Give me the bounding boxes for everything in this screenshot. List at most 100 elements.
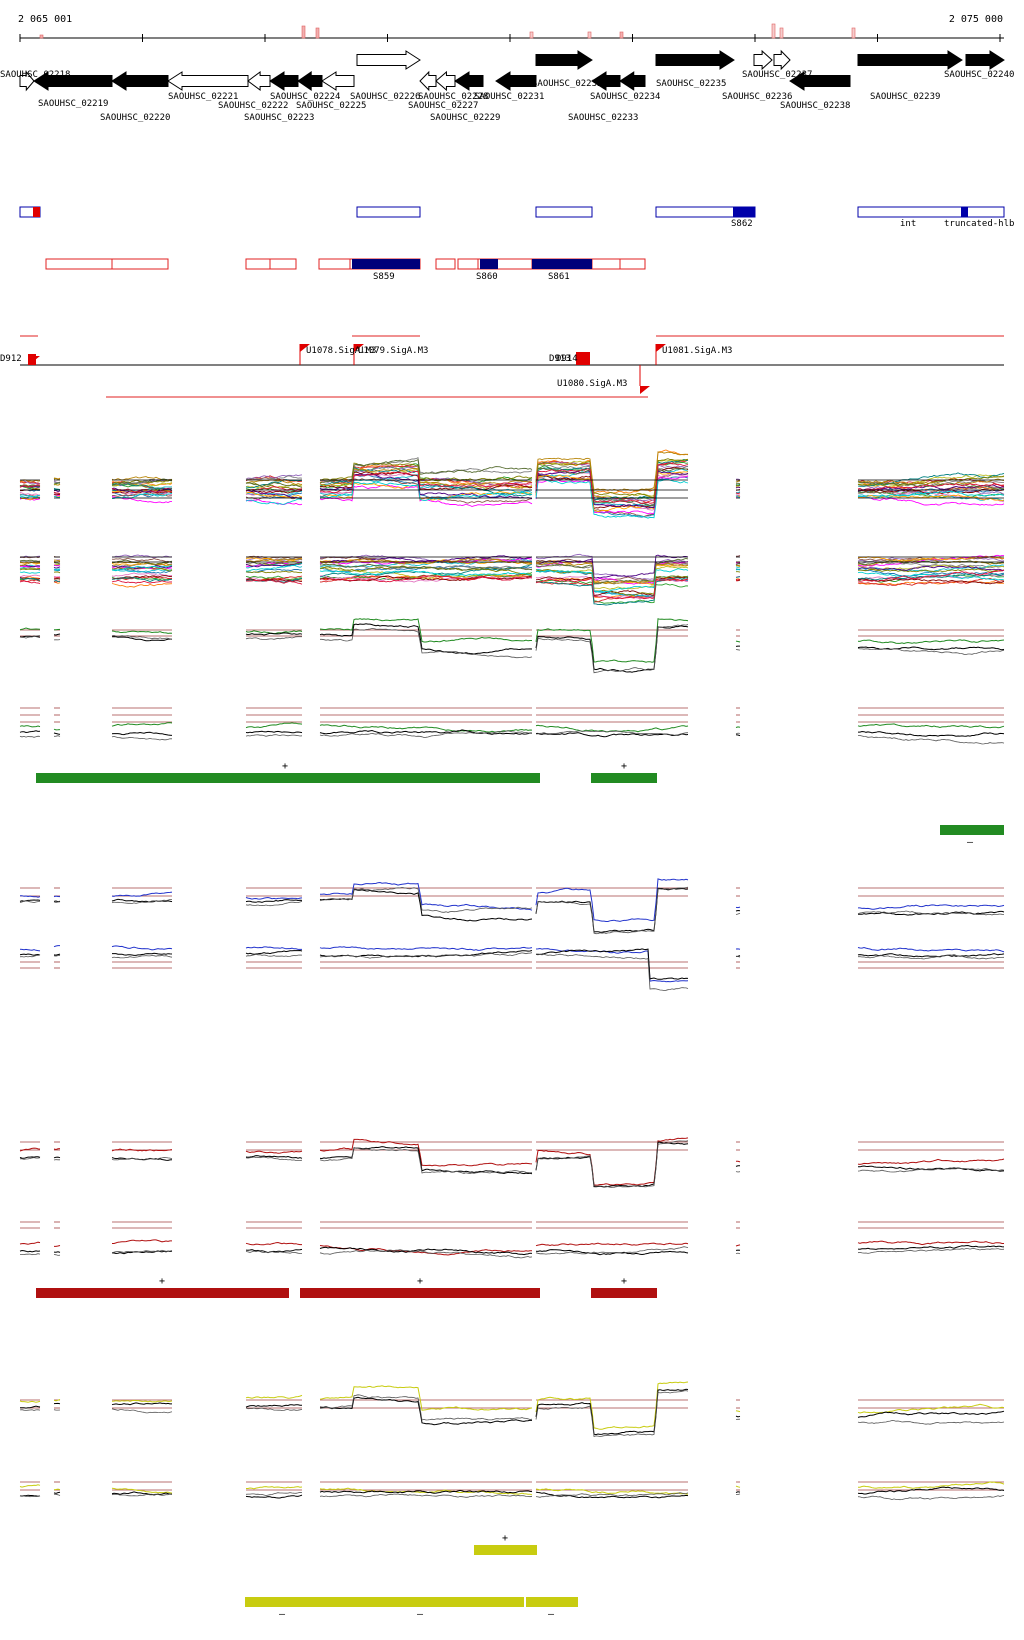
reference-series-line (19, 900, 41, 904)
reference-series-line (19, 1495, 41, 1498)
condition-series-line (112, 1239, 172, 1244)
condition-series-line (53, 895, 61, 898)
red-feature-fill (532, 259, 592, 269)
multi-series-line (53, 487, 61, 490)
blue-feature-box (535, 206, 593, 218)
reference-series-line (53, 901, 61, 903)
multi-series-line (857, 569, 1005, 577)
multi-series-line (245, 498, 303, 505)
reference-series-line (735, 1491, 741, 1493)
multi-series-line (19, 484, 41, 488)
gene-arrow (356, 50, 421, 70)
condition-series-line (19, 948, 41, 952)
condition-series-line (319, 1385, 533, 1411)
gene-label: SAOUHSC_02228 (418, 92, 488, 102)
multi-series-line (53, 562, 61, 565)
reference-series-line (535, 625, 689, 673)
multi-series-line (535, 472, 689, 518)
reference-series-line (857, 1495, 1005, 1501)
reference-series-line (53, 954, 61, 957)
multi-series-line (735, 480, 741, 483)
reference-series-line (111, 731, 173, 736)
segment-bar (36, 1288, 289, 1298)
promoter-flag (656, 344, 666, 352)
condition-series-line (111, 722, 173, 727)
gene-arrow (753, 49, 773, 71)
reference-series-line (857, 1410, 1005, 1418)
condition-series-line (858, 904, 1005, 910)
multi-series-line (19, 494, 41, 499)
gene-label: SAOUHSC_02220 (100, 113, 170, 123)
segment-sign-label: + (502, 1533, 508, 1544)
condition-series-line (111, 1399, 173, 1403)
multi-series-line (857, 478, 1005, 486)
gene-arrow (535, 50, 593, 70)
multi-series-line (53, 491, 61, 495)
promoter-label: U1079.SigA.M3 (358, 346, 428, 356)
multi-series-line (535, 579, 689, 604)
reference-series-line (245, 901, 303, 907)
condition-series-line (19, 895, 41, 898)
blue-feature-track: S862 int truncated-hlb (19, 206, 1014, 229)
reference-series-line (111, 1249, 173, 1253)
reference-series-line (111, 1491, 172, 1496)
ruler-end-label: 2 075 000 (949, 14, 1003, 25)
reference-series-line (53, 1493, 61, 1496)
blue-feature-box (857, 206, 1005, 218)
reference-series-line (319, 1489, 533, 1494)
promoter-label: U1081.SigA.M3 (662, 346, 732, 356)
reference-series-line (319, 1246, 533, 1256)
reference-series-line (19, 735, 41, 738)
condition-series-line (319, 724, 533, 733)
multi-series-line (535, 461, 689, 502)
multi-series-line (53, 563, 61, 566)
multi-series-line (320, 467, 533, 497)
multi-series-line (535, 562, 689, 585)
reference-series-line (19, 635, 41, 638)
gene-label: SAOUHSC_02223 (244, 113, 314, 123)
red-feature-label: S861 (548, 272, 570, 282)
reference-series-line (535, 953, 689, 991)
gene-label: SAOUHSC_02226 (350, 92, 420, 102)
multi-series-line (19, 559, 41, 562)
reference-series-line (319, 729, 533, 735)
multi-series-line (319, 459, 533, 484)
multi-series-line (19, 481, 41, 484)
multi-series-line (53, 482, 61, 485)
blue-feature-box (356, 206, 421, 218)
reference-series-line (111, 899, 172, 904)
reference-series-line (19, 953, 41, 956)
reference-series-line (111, 1250, 173, 1255)
reference-series-line (535, 1492, 689, 1498)
gene-label: SAOUHSC_02227 (408, 101, 478, 111)
multi-series-line (111, 583, 173, 588)
multi-series-line (245, 575, 303, 581)
gene-arrow (655, 50, 735, 70)
multi-series-line (535, 475, 689, 518)
red-feature-label: S860 (476, 272, 498, 282)
reference-series-line (53, 1254, 61, 1256)
multi-series-line (735, 563, 741, 565)
reference-series-line (735, 734, 741, 737)
multi-series-line (535, 576, 689, 598)
gene-arrow (435, 70, 456, 92)
multi-series-line (535, 578, 689, 603)
condition-series-line (857, 1158, 1005, 1165)
condition-series-line (19, 627, 41, 631)
reference-series-line (319, 1493, 533, 1498)
blue-feature-label: truncated-hlb (944, 219, 1014, 229)
multi-series-line (111, 569, 173, 573)
reference-series-line (735, 1252, 741, 1255)
multi-series-line (19, 577, 41, 581)
multi-series-line (53, 580, 60, 582)
condition-series-line (245, 1241, 302, 1246)
condition-series-line (319, 946, 533, 951)
multi-series-line (19, 491, 41, 496)
multi-series-line (111, 559, 173, 565)
multi-series-line (53, 571, 61, 574)
multi-series-line (245, 562, 303, 572)
condition-series-line (857, 723, 1005, 729)
gene-label: SAOUHSC_02237 (742, 70, 812, 80)
red-feature-box (45, 258, 113, 270)
multi-series-line (319, 481, 533, 501)
